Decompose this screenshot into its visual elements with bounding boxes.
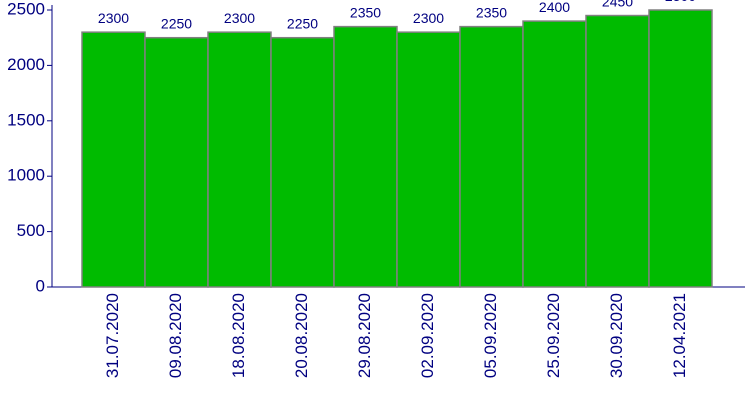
x-tick-label: 20.08.2020 [292,293,311,378]
bar [144,36,209,288]
bar [459,25,524,288]
x-tick-label: 30.09.2020 [607,293,626,378]
y-tick-label: 2000 [7,55,45,74]
value-label: 2250 [161,16,192,32]
value-label: 2350 [476,5,507,21]
x-tick-label: 09.08.2020 [166,293,185,378]
y-tick-label: 1000 [7,166,45,185]
x-tick-label: 31.07.2020 [103,293,122,378]
bar [270,36,335,288]
x-tick-label: 12.04.2021 [670,293,689,378]
value-label: 2350 [350,5,381,21]
value-label: 2300 [224,10,255,26]
x-tick-label: 02.09.2020 [418,293,437,378]
value-label: 2500 [665,0,696,4]
x-tick-label: 25.09.2020 [544,293,563,378]
x-tick-label: 05.09.2020 [481,293,500,378]
value-label: 2250 [287,16,318,32]
value-label: 2300 [413,10,444,26]
value-label: 2400 [539,0,570,15]
y-tick-label: 0 [36,276,45,295]
x-tick-label: 18.08.2020 [229,293,248,378]
bar [207,31,272,288]
bar [522,20,587,288]
bar [81,31,146,288]
y-tick-label: 2500 [7,0,45,18]
x-tick-label: 29.08.2020 [355,293,374,378]
value-label: 2450 [602,0,633,10]
bar [585,14,650,288]
y-tick-label: 500 [17,221,45,240]
bar [333,25,398,288]
bar [648,9,713,288]
value-label: 2300 [98,10,129,26]
y-tick-label: 1500 [7,110,45,129]
bar [396,31,461,288]
